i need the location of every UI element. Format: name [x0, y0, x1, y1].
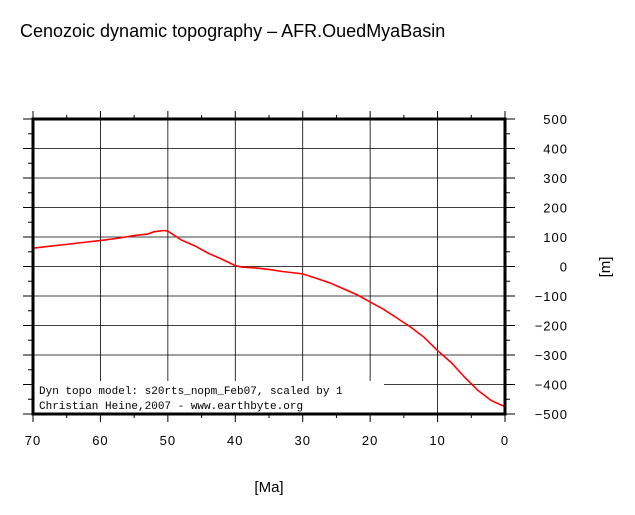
y-tick-label: −300 [535, 348, 568, 363]
chart-title: Cenozoic dynamic topography – AFR.OuedMy… [20, 21, 445, 41]
x-tick-label: 10 [429, 433, 445, 448]
y-tick-label: 0 [560, 260, 568, 275]
annotation-line-2: Christian Heine,2007 - www.earthbyte.org [39, 401, 303, 413]
grid [32, 118, 506, 415]
x-tick-label: 20 [362, 433, 378, 448]
x-tick-label: 40 [227, 433, 243, 448]
y-tick-label: −400 [535, 378, 568, 393]
y-tick-label: −100 [535, 289, 568, 304]
series-line [32, 229, 506, 408]
plot-frame [31, 117, 507, 416]
y-tick-label: 400 [543, 142, 568, 157]
x-tick-label: 0 [501, 433, 509, 448]
ticks: 70 60 50 40 30 20 10 05004003002001000−100−200−… [23, 111, 568, 448]
annotation-line-1: Dyn topo model: s20rts_nopm_Feb07, scale… [39, 386, 343, 398]
y-axis-label: [m] [597, 257, 614, 278]
y-tick-label: 300 [543, 171, 568, 186]
y-tick-label: 100 [543, 230, 568, 245]
y-tick-label: 200 [543, 201, 568, 216]
y-tick-label: −500 [535, 407, 568, 422]
x-tick-label: 70 [25, 433, 41, 448]
x-axis-label: [Ma] [254, 479, 283, 496]
annotation-box [34, 381, 384, 413]
x-tick-label: 30 [294, 433, 310, 448]
y-tick-label: −200 [535, 319, 568, 334]
y-tick-label: 500 [543, 112, 568, 127]
x-tick-label: 60 [92, 433, 108, 448]
x-tick-label: 50 [160, 433, 176, 448]
